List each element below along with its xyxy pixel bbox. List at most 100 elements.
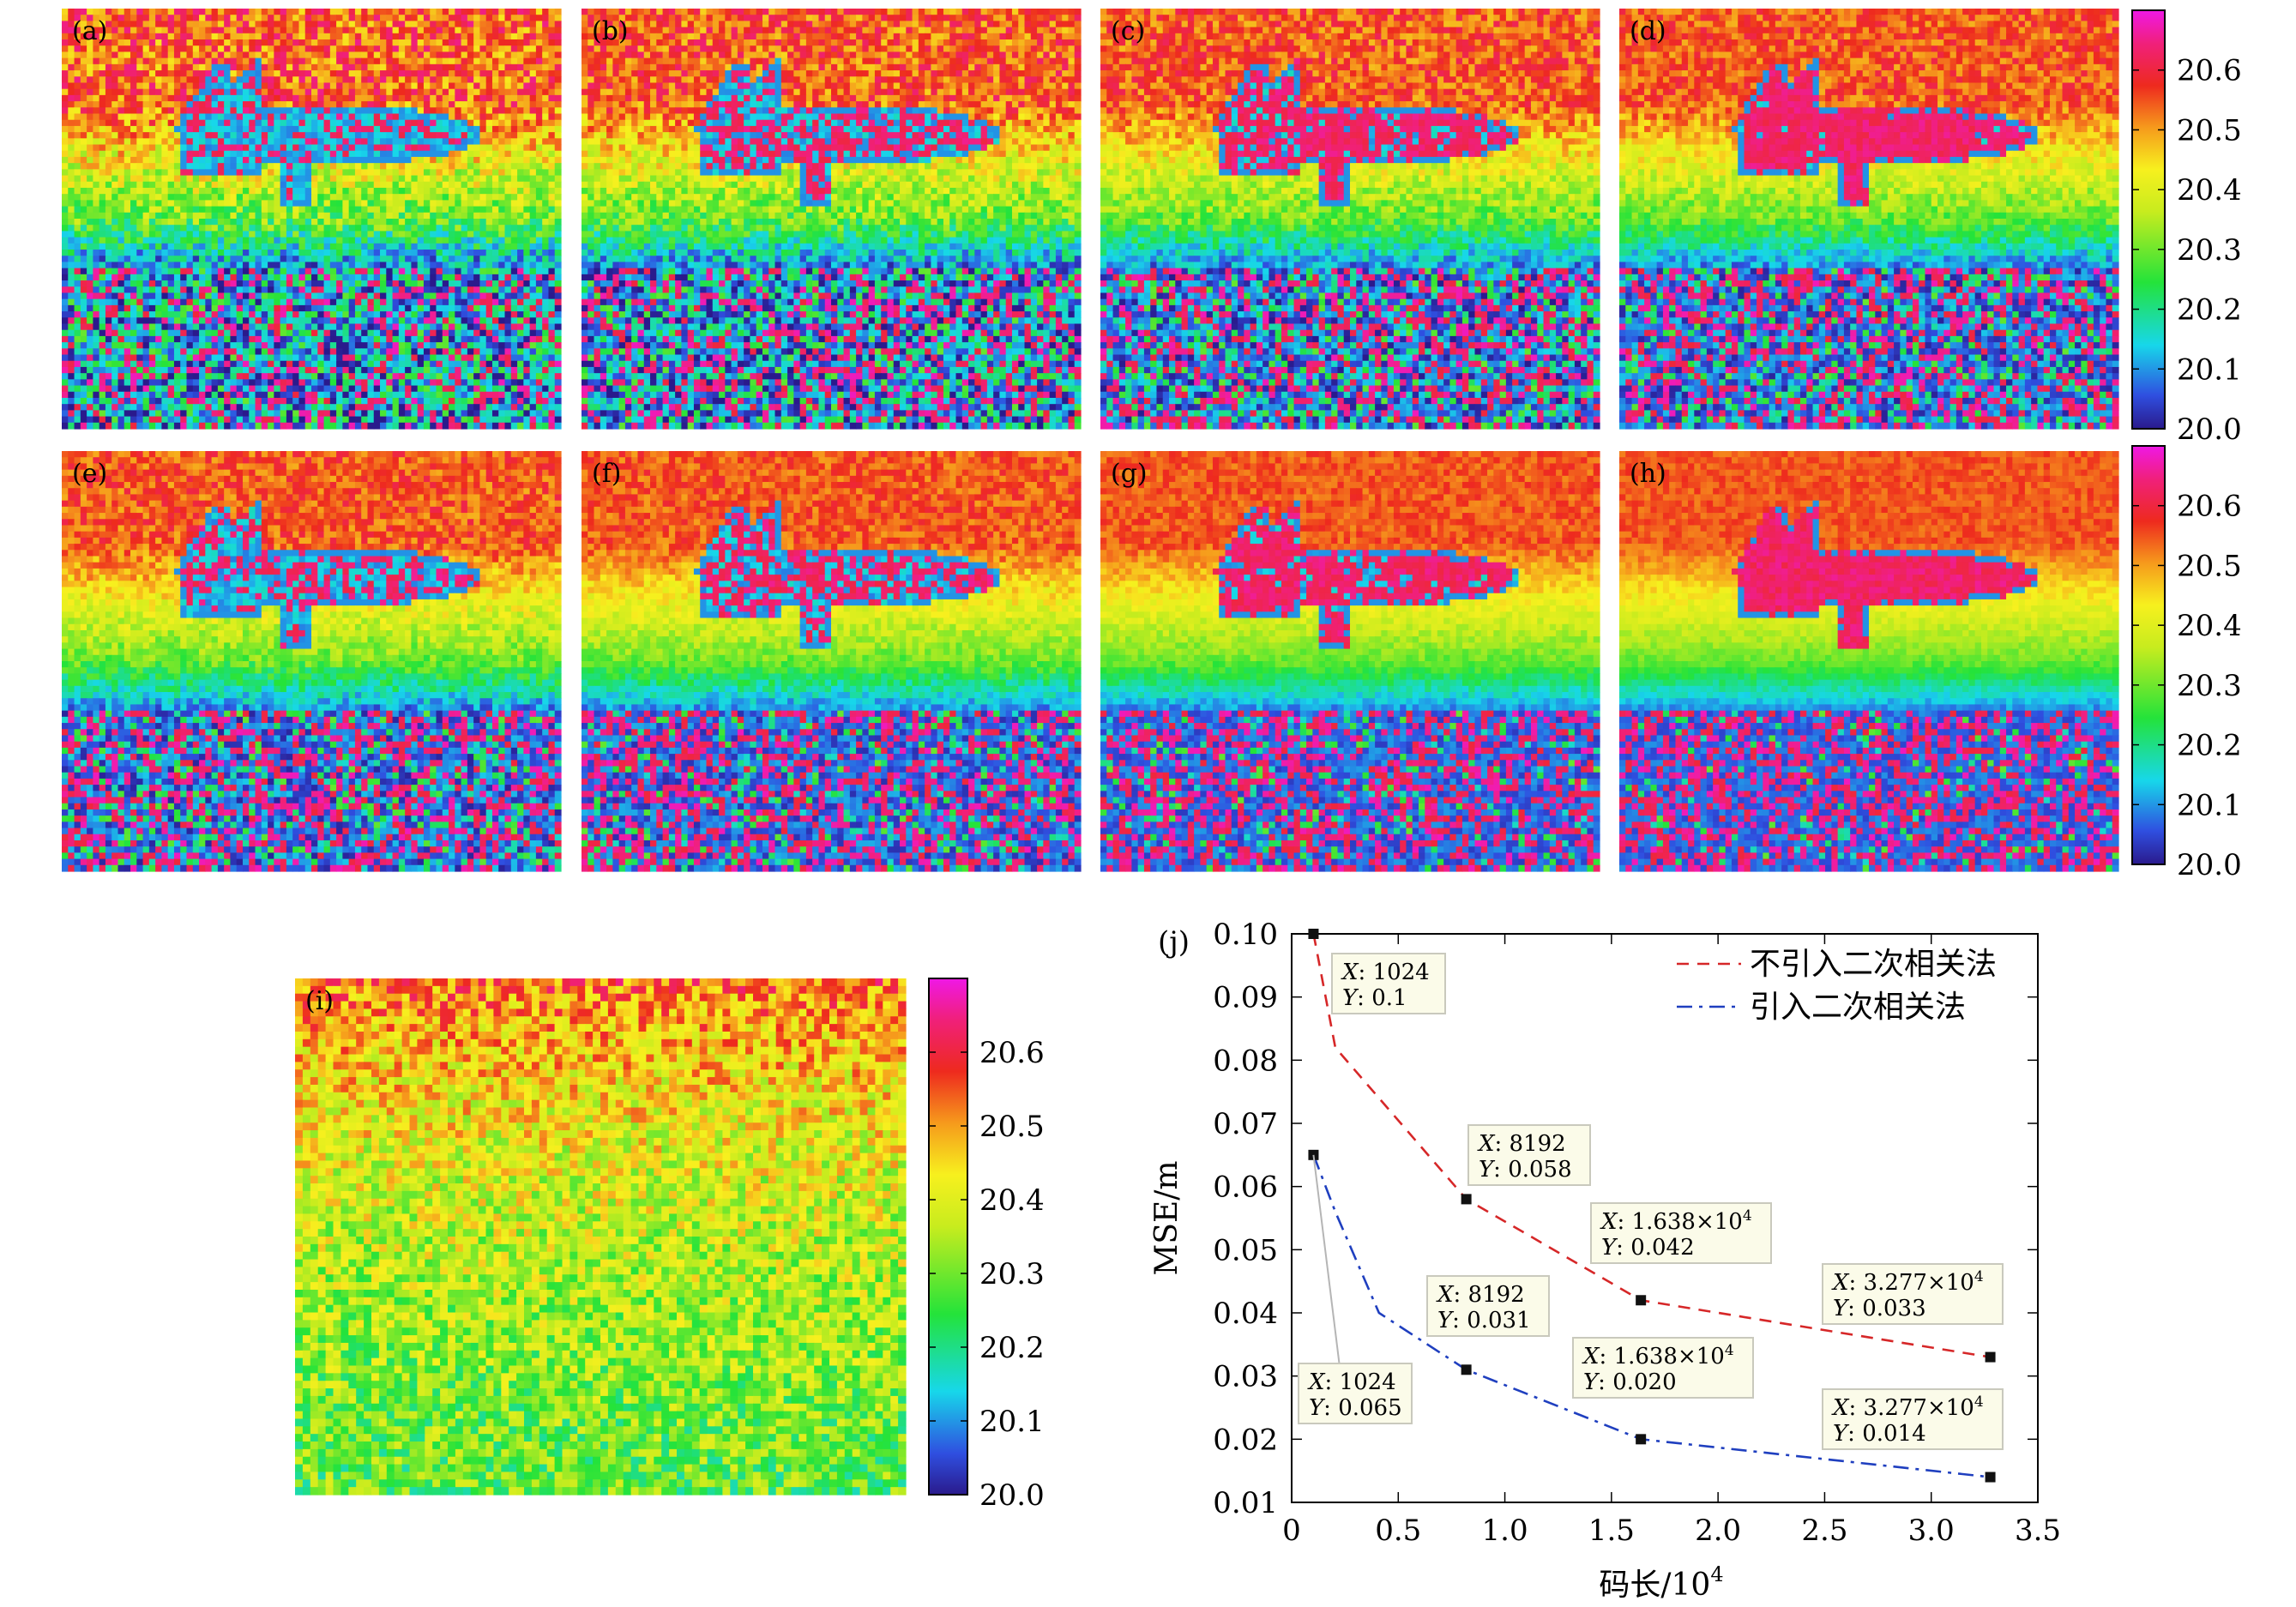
colorbar-tick-label: 20.5 [2177,549,2242,583]
datatip-y: Y: 0.020 [1583,1369,1677,1395]
colorbar-tick-label: 20.0 [979,1478,1045,1513]
panel-label: (g) [1111,459,1148,489]
x-tick-label: 0 [1282,1514,1301,1548]
x-tick-label: 3.5 [2015,1514,2061,1548]
panel-label: (i) [305,986,334,1016]
colorbar-tick-label: 20.1 [2177,352,2242,387]
x-tick-label: 3.0 [1908,1514,1955,1548]
y-tick-label: 0.10 [1213,918,1278,952]
y-tick-label: 0.07 [1213,1107,1278,1141]
colorbar-tick-label: 20.4 [2177,173,2242,208]
colorbar-tick-label: 20.2 [2177,293,2242,328]
panel-label: (f) [592,459,622,489]
colorbar-tick-label: 20.6 [2177,490,2242,524]
colorbar-tick-label: 20.3 [979,1257,1045,1291]
heatmap-panel: (e) [62,451,562,872]
colorbar-tick-label: 20.6 [979,1036,1045,1070]
heatmap-panel: (a) [62,9,562,430]
colorbar-gradient [2132,10,2165,429]
data-point [1636,1434,1646,1444]
datatip-y: Y: 0.065 [1309,1395,1402,1421]
heatmap-panels: (a) (b) (c) (d) (e) (f) (g) (h) (i) [62,9,2119,1496]
datatip-x: X: 1024 [1307,1369,1396,1395]
colorbar-tick-label: 20.3 [2177,669,2242,703]
y-tick-label: 0.03 [1213,1360,1278,1394]
y-tick-label: 0.01 [1213,1486,1278,1520]
x-tick-label: 2.0 [1695,1514,1741,1548]
panel-label: (h) [1630,459,1666,489]
colorbar-tick-label: 20.5 [979,1110,1045,1144]
legend-label: 引入二次相关法 [1750,990,1966,1025]
y-tick-label: 0.08 [1213,1044,1278,1078]
datatip-y: Y: 0.033 [1833,1296,1926,1321]
datatip-y: Y: 0.042 [1601,1235,1695,1261]
x-tick-label: 2.5 [1801,1514,1847,1548]
panel-label: (d) [1630,16,1666,46]
heatmap-panel: (d) [1619,9,2119,430]
data-point [1986,1472,1996,1483]
datatip-x: X: 1.638×104 [1600,1207,1752,1235]
x-axis-label: 码长/104 [1599,1562,1723,1603]
x-tick-label: 1.0 [1482,1514,1528,1548]
datatip-y: Y: 0.014 [1833,1421,1926,1447]
datatip-x: X: 8192 [1436,1282,1525,1308]
colorbar-gradient [929,978,967,1495]
colorbar-tick-label: 20.2 [2177,729,2242,763]
colorbar-tick-label: 20.6 [2177,54,2242,88]
panel-label: (e) [72,459,107,489]
y-tick-label: 0.05 [1213,1233,1278,1267]
y-tick-label: 0.09 [1213,981,1278,1015]
heatmap-panel: (g) [1100,451,1600,872]
chart-panel-label: (j) [1158,925,1190,960]
y-tick-label: 0.02 [1213,1423,1278,1457]
colorbar-tick-label: 20.4 [979,1183,1045,1218]
colorbar: 20.6 20.5 20.4 20.3 20.2 20.1 20.0 [929,978,1045,1513]
colorbar-tick-label: 20.1 [2177,788,2242,822]
colorbar-tick-label: 20.4 [2177,609,2242,643]
colorbar-tick-label: 20.0 [2177,412,2242,447]
panel-label: (a) [72,16,107,46]
colorbar-tick-label: 20.2 [979,1331,1045,1365]
legend-label: 不引入二次相关法 [1750,947,1997,982]
y-tick-label: 0.04 [1213,1297,1278,1331]
heatmap-panel: (h) [1619,451,2119,872]
colorbar-gradient [2132,446,2165,864]
mse-chart: (j) 0 0.5 1.0 1.5 2.0 2.5 3.0 3.5 0.01 0.02 0.03 0.0… [1149,918,2061,1603]
datatip-x: X: 1024 [1341,960,1430,985]
colorbar-tick-label: 20.3 [2177,233,2242,268]
colorbar-tick-label: 20.5 [2177,113,2242,147]
datatip-x: X: 3.277×104 [1831,1393,1984,1421]
colorbar: 20.6 20.5 20.4 20.3 20.2 20.1 20.0 [2132,10,2242,447]
data-point [1636,1295,1646,1305]
data-point [1461,1364,1472,1375]
datatip-y: Y: 0.058 [1479,1157,1572,1183]
x-tick-label: 1.5 [1588,1514,1635,1548]
panel-label: (b) [592,16,629,46]
datatip-x: X: 8192 [1477,1131,1566,1157]
y-axis-label: MSE/m [1149,1160,1184,1275]
colorbar-tick-label: 20.0 [2177,848,2242,882]
datatip-x: X: 3.277×104 [1831,1268,1984,1296]
colorbar: 20.6 20.5 20.4 20.3 20.2 20.1 20.0 [2132,446,2242,882]
y-tick-label: 0.06 [1213,1171,1278,1205]
heatmap-panel: (i) [295,978,907,1496]
data-point [1986,1352,1996,1363]
heatmap-panel: (b) [582,9,1082,430]
datatip-y: Y: 0.1 [1342,985,1407,1011]
data-point [1461,1194,1472,1204]
x-tick-label: 0.5 [1375,1514,1421,1548]
figure-canvas: (a) (b) (c) (d) (e) (f) (g) (h) (i) 20.6 20.5 20.4… [0,0,2296,1607]
panel-label: (c) [1111,16,1145,46]
datatip-y: Y: 0.031 [1437,1308,1531,1333]
datatip-x: X: 1.638×104 [1582,1342,1734,1369]
colorbar-tick-label: 20.1 [979,1405,1045,1439]
